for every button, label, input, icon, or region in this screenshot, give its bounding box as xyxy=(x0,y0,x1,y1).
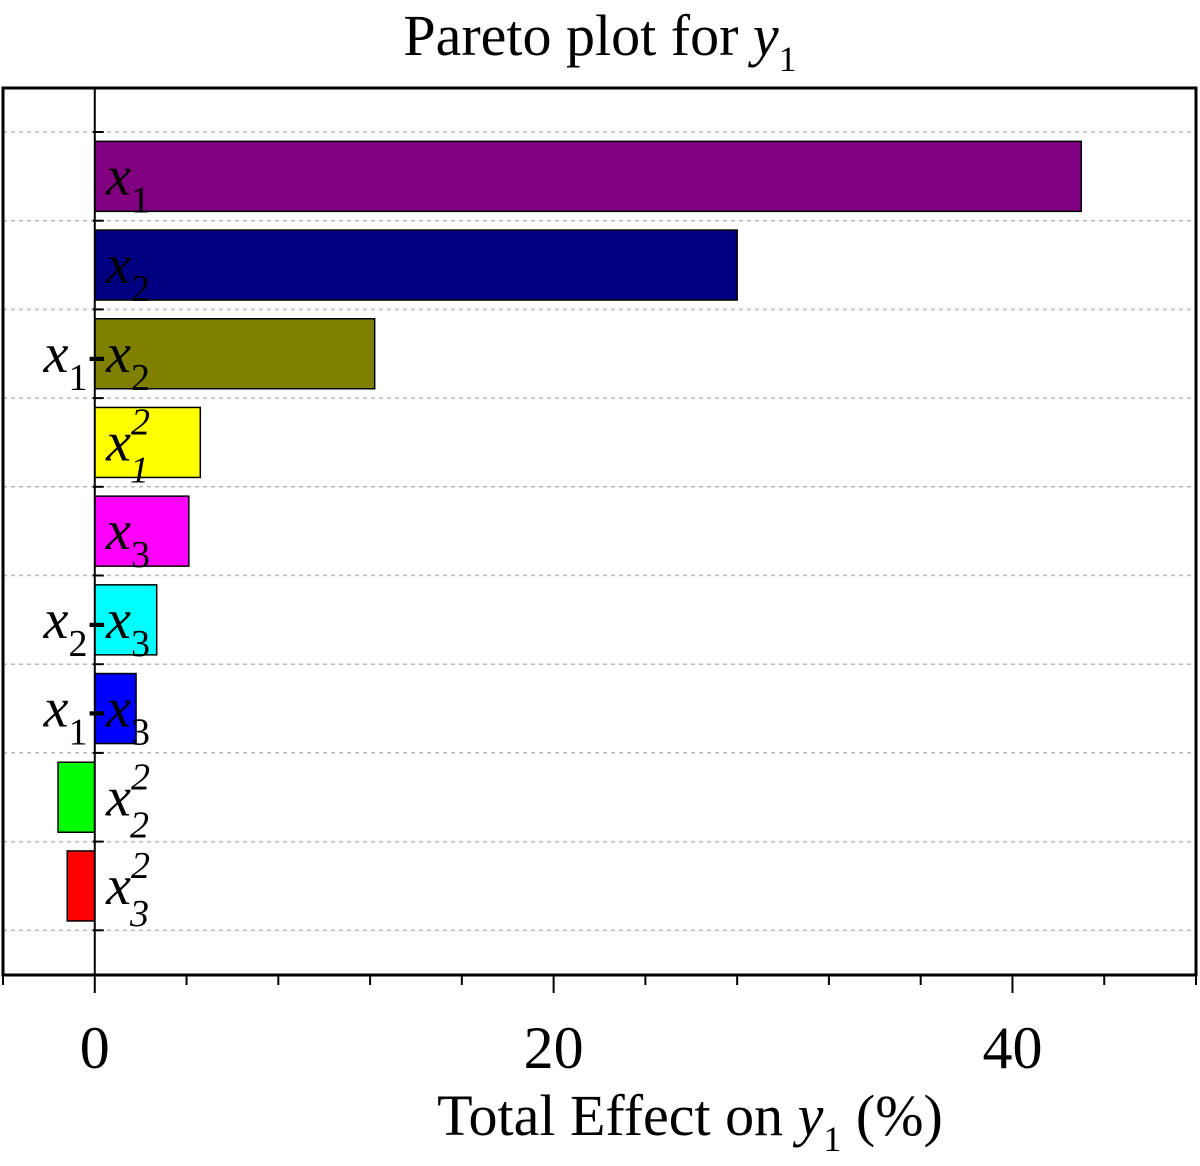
bar-5 xyxy=(94,495,190,567)
plot-frame xyxy=(1,86,1198,977)
category-label-base: x xyxy=(105,766,131,828)
category-label: x1-x2 xyxy=(43,323,150,399)
bar-3 xyxy=(94,318,376,390)
category-label-base2: -x xyxy=(87,678,131,740)
category-label-sub: 1 xyxy=(130,449,149,491)
category-label: x1-x3 xyxy=(43,678,150,754)
category-label-base: x xyxy=(43,678,69,740)
category-label: x3 xyxy=(105,500,150,576)
category-label-sub2: 3 xyxy=(131,623,150,665)
chart-title-var: y xyxy=(748,3,779,68)
category-label-sub: 1 xyxy=(131,179,150,221)
category-label-sup: 2 xyxy=(131,401,150,443)
category-label: x2-x3 xyxy=(43,589,150,665)
x-axis-label: Total Effect on y1 (%) xyxy=(437,1083,943,1159)
bar-9 xyxy=(66,850,96,922)
bar-1 xyxy=(94,140,1083,213)
x-tick-label: 20 xyxy=(524,1015,584,1081)
category-label-sup: 2 xyxy=(131,845,150,887)
category-label: x2 2 xyxy=(105,756,150,846)
category-label: x2 1 xyxy=(105,401,150,491)
category-label-base: x xyxy=(105,855,131,917)
grid-lines xyxy=(3,131,1196,932)
category-label: x1 xyxy=(105,145,150,221)
category-label-base2: -x xyxy=(87,589,131,651)
axes xyxy=(2,88,1197,993)
category-label-base: x xyxy=(105,500,131,562)
x-tick-labels: 0 20 40 xyxy=(80,1015,1043,1081)
category-label-base: x xyxy=(43,323,69,385)
category-label-sub: 1 xyxy=(68,712,87,754)
category-label: x2 3 xyxy=(105,845,150,935)
category-label-base2: -x xyxy=(87,323,131,385)
x-tick-label: 40 xyxy=(982,1015,1042,1081)
category-label-sub: 2 xyxy=(130,804,149,846)
category-label-sub: 2 xyxy=(131,268,150,310)
x-axis-label-var: y xyxy=(793,1083,824,1148)
category-label-sub2: 3 xyxy=(131,712,150,754)
bar-4 xyxy=(94,406,202,479)
category-label-base: x xyxy=(105,234,131,296)
bar-2 xyxy=(94,229,738,301)
category-label-base: x xyxy=(43,589,69,651)
chart-title-sub: 1 xyxy=(779,39,797,79)
x-tick-label: 0 xyxy=(80,1015,110,1081)
category-label-base: x xyxy=(105,145,131,207)
chart-title-prefix: Pareto plot for xyxy=(403,3,753,68)
x-axis-label-prefix: Total Effect on xyxy=(437,1083,797,1148)
category-label-sub: 2 xyxy=(68,623,87,665)
bar-7 xyxy=(94,672,137,745)
bars xyxy=(57,140,1083,922)
bar-8 xyxy=(57,761,96,833)
x-axis-label-suffix: (%) xyxy=(841,1083,942,1148)
chart-title: Pareto plot for y1 xyxy=(403,3,796,79)
category-label-sub: 3 xyxy=(131,534,150,576)
category-label-base: x xyxy=(105,411,131,473)
category-label-sub: 1 xyxy=(68,357,87,399)
bar-6 xyxy=(94,584,158,656)
category-label: x2 xyxy=(105,234,150,310)
category-label-sub2: 2 xyxy=(131,357,150,399)
category-label-sub: 3 xyxy=(129,893,149,935)
x-axis-label-sub: 1 xyxy=(823,1119,841,1159)
category-label-sup: 2 xyxy=(131,756,150,798)
